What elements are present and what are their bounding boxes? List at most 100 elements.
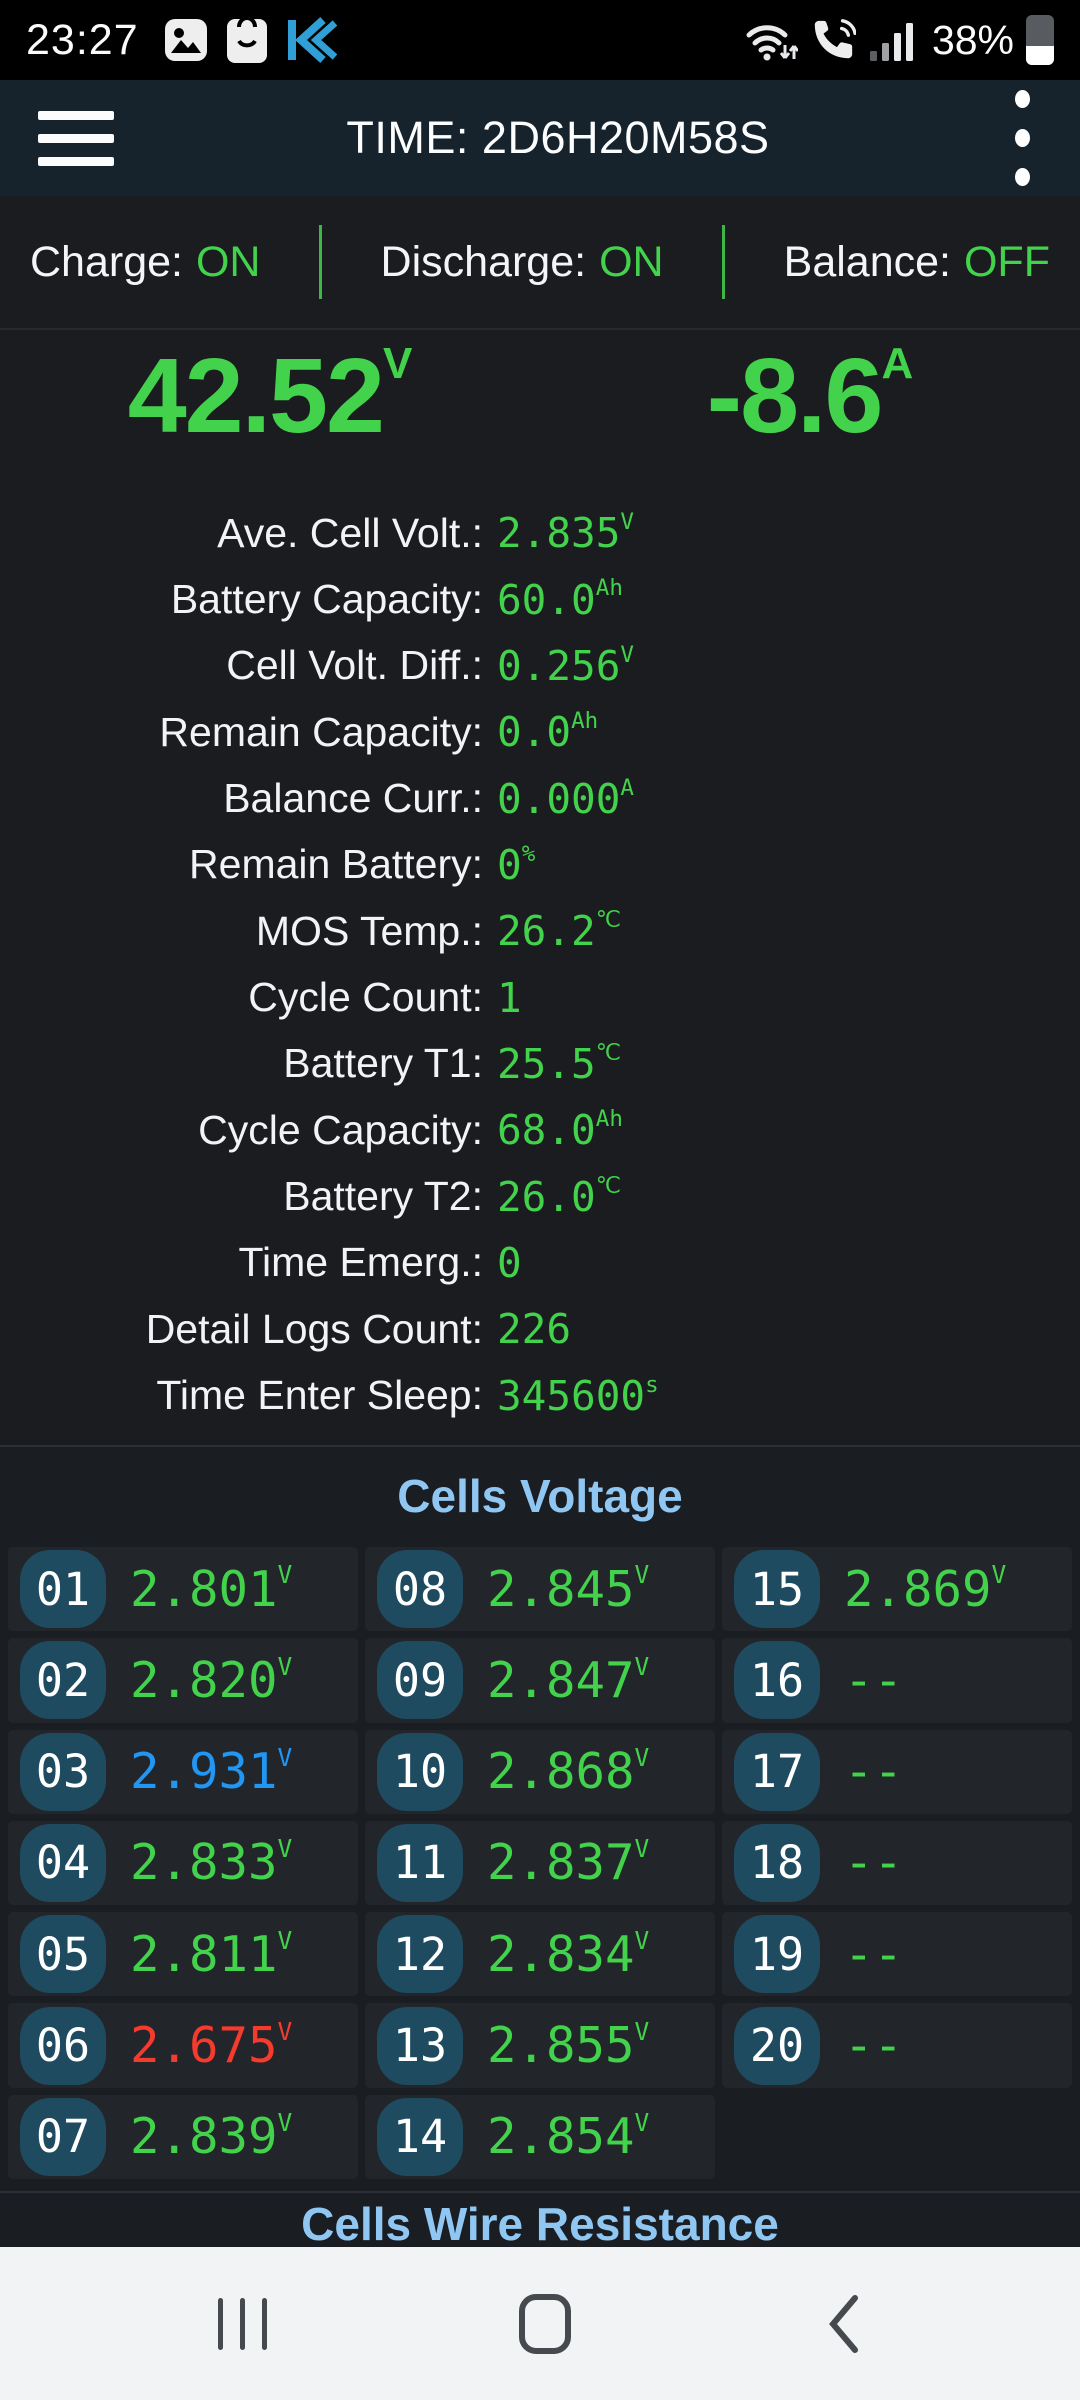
stat-row: Battery T1: 25.5℃ bbox=[0, 1040, 1080, 1088]
stat-label: Remain Capacity: bbox=[159, 708, 483, 755]
android-nav-bar bbox=[0, 2247, 1080, 2400]
stat-value: 26.0℃ bbox=[497, 1172, 622, 1221]
stat-row: Battery Capacity: 60.0Ah bbox=[0, 575, 1080, 624]
stat-value: 68.0Ah bbox=[497, 1106, 623, 1155]
cells-voltage-grid: 01 2.801V 02 2.820V 03 2.931V 04 2.833V … bbox=[8, 1547, 1072, 2179]
cell-number-badge: 07 bbox=[20, 2097, 106, 2176]
stat-label: Balance Curr.: bbox=[223, 775, 483, 822]
cell-voltage-item: 12 2.834V bbox=[365, 1912, 715, 1997]
cell-voltage-value: -- bbox=[844, 1651, 904, 1709]
divider bbox=[722, 225, 726, 299]
cell-voltage-value: 2.833V bbox=[130, 1834, 293, 1892]
battery-percent: 38% bbox=[931, 16, 1014, 63]
cell-voltage-item: 13 2.855V bbox=[365, 2003, 715, 2088]
stat-row: Time Enter Sleep: 345600s bbox=[0, 1372, 1080, 1420]
cell-number-badge: 10 bbox=[377, 1732, 463, 1811]
overflow-menu-button[interactable] bbox=[1002, 90, 1042, 186]
stat-value: 226 bbox=[497, 1305, 572, 1354]
cell-voltage-item: 07 2.839V bbox=[8, 2094, 358, 2179]
stat-row: Ave. Cell Volt.: 2.835V bbox=[0, 509, 1080, 557]
shopping-bag-icon bbox=[225, 15, 269, 65]
status-bar-left: 23:27 bbox=[26, 15, 337, 65]
cell-number-badge: 16 bbox=[734, 1641, 820, 1720]
cell-voltage-item: 19 -- bbox=[722, 1912, 1072, 1997]
stat-label: Ave. Cell Volt.: bbox=[217, 509, 483, 556]
recents-icon[interactable] bbox=[217, 2297, 267, 2350]
cell-number-badge: 14 bbox=[377, 2097, 463, 2176]
page-title: TIME: 2D6H20M58S bbox=[346, 112, 770, 163]
discharge-toggle[interactable]: Discharge: ON bbox=[381, 238, 664, 287]
cell-voltage-item: 17 -- bbox=[722, 1729, 1072, 1814]
stat-value: 0.000A bbox=[497, 774, 634, 823]
stat-value: 25.5℃ bbox=[497, 1039, 622, 1088]
status-bar-right: 38% bbox=[744, 15, 1054, 65]
cell-voltage-value: 2.811V bbox=[130, 1925, 293, 1983]
cells-voltage-title: Cells Voltage bbox=[397, 1470, 683, 1522]
stat-label: Battery T1: bbox=[283, 1040, 483, 1087]
switch-status-row: Charge: ON Discharge: ON Balance: OFF bbox=[0, 196, 1080, 330]
cell-voltage-item: 14 2.854V bbox=[365, 2094, 715, 2179]
stats-list: Ave. Cell Volt.: 2.835V Battery Capacity… bbox=[0, 490, 1080, 1445]
stat-value: 26.2℃ bbox=[497, 907, 622, 956]
cell-voltage-item: 04 2.833V bbox=[8, 1820, 358, 1906]
balance-label: Balance: bbox=[783, 237, 951, 286]
app-bar: TIME: 2D6H20M58S bbox=[0, 80, 1080, 196]
pack-current-value: -8.6 bbox=[706, 337, 884, 455]
discharge-label: Discharge: bbox=[380, 237, 587, 286]
stat-row: Cycle Count: 1 bbox=[0, 974, 1080, 1022]
cell-voltage-value: 2.837V bbox=[487, 1834, 650, 1892]
cell-voltage-value: 2.869V bbox=[844, 1560, 1007, 1618]
stat-value: 345600s bbox=[497, 1371, 659, 1420]
cell-number-badge: 13 bbox=[377, 2006, 463, 2085]
cell-voltage-item: 20 -- bbox=[722, 2003, 1072, 2088]
cell-number-badge: 12 bbox=[377, 1915, 463, 1994]
cell-number-badge: 06 bbox=[20, 2006, 106, 2085]
pack-voltage-value: 42.52 bbox=[127, 337, 385, 455]
cell-number-badge: 02 bbox=[20, 1641, 106, 1720]
cell-voltage-value: 2.801V bbox=[130, 1560, 293, 1618]
gallery-icon bbox=[163, 17, 209, 63]
cell-number-badge: 01 bbox=[20, 1550, 106, 1629]
cell-voltage-item: 18 -- bbox=[722, 1820, 1072, 1906]
menu-button[interactable] bbox=[38, 110, 114, 166]
cell-voltage-value: 2.820V bbox=[130, 1651, 293, 1709]
home-icon[interactable] bbox=[518, 2293, 571, 2354]
cell-voltage-item: 08 2.845V bbox=[365, 1547, 715, 1632]
cell-voltage-value: 2.931V bbox=[130, 1742, 293, 1801]
wire-resistance-title: Cells Wire Resistance bbox=[301, 2198, 779, 2247]
charge-label: Charge: bbox=[30, 237, 183, 286]
balance-toggle[interactable]: Balance: OFF bbox=[784, 238, 1050, 287]
battery-icon bbox=[1026, 15, 1054, 65]
stat-value: 0% bbox=[497, 840, 536, 889]
cell-number-badge: 20 bbox=[734, 2006, 820, 2085]
cell-voltage-value: 2.839V bbox=[130, 2108, 293, 2166]
cell-voltage-value: 2.845V bbox=[487, 1560, 650, 1618]
divider bbox=[319, 225, 323, 299]
pack-voltage-unit: V bbox=[382, 339, 413, 388]
stat-value: 60.0Ah bbox=[497, 575, 623, 624]
cell-number-badge: 08 bbox=[377, 1550, 463, 1629]
cell-number-badge: 03 bbox=[20, 1732, 106, 1811]
cell-voltage-value: 2.675V bbox=[130, 2016, 293, 2075]
stat-row: Cycle Capacity: 68.0Ah bbox=[0, 1106, 1080, 1154]
stat-row: MOS Temp.: 26.2℃ bbox=[0, 907, 1080, 955]
cell-number-badge: 15 bbox=[734, 1550, 820, 1629]
cell-voltage-value: -- bbox=[844, 2017, 904, 2075]
cell-number-badge: 04 bbox=[20, 1823, 106, 1902]
cell-voltage-item: 06 2.675V bbox=[8, 2003, 358, 2088]
stat-row: Detail Logs Count: 226 bbox=[0, 1305, 1080, 1353]
stat-label: Detail Logs Count: bbox=[145, 1305, 483, 1352]
cell-voltage-item: 03 2.931V bbox=[8, 1729, 358, 1814]
wire-resistance-section: Cells Wire Resistance bbox=[0, 2191, 1080, 2247]
cell-number-badge: 17 bbox=[734, 1732, 820, 1811]
charge-toggle[interactable]: Charge: ON bbox=[30, 238, 260, 287]
stat-label: Cell Volt. Diff.: bbox=[226, 642, 483, 689]
cell-voltage-item: 16 -- bbox=[722, 1638, 1072, 1723]
clock: 23:27 bbox=[26, 15, 139, 64]
back-icon[interactable] bbox=[823, 2292, 863, 2356]
cell-voltage-item: 09 2.847V bbox=[365, 1638, 715, 1723]
cell-number-badge: 11 bbox=[377, 1823, 463, 1902]
stat-label: Remain Battery: bbox=[189, 841, 483, 888]
pack-current-reading: -8.6 A bbox=[540, 330, 1080, 490]
pack-current-unit: A bbox=[881, 339, 914, 388]
